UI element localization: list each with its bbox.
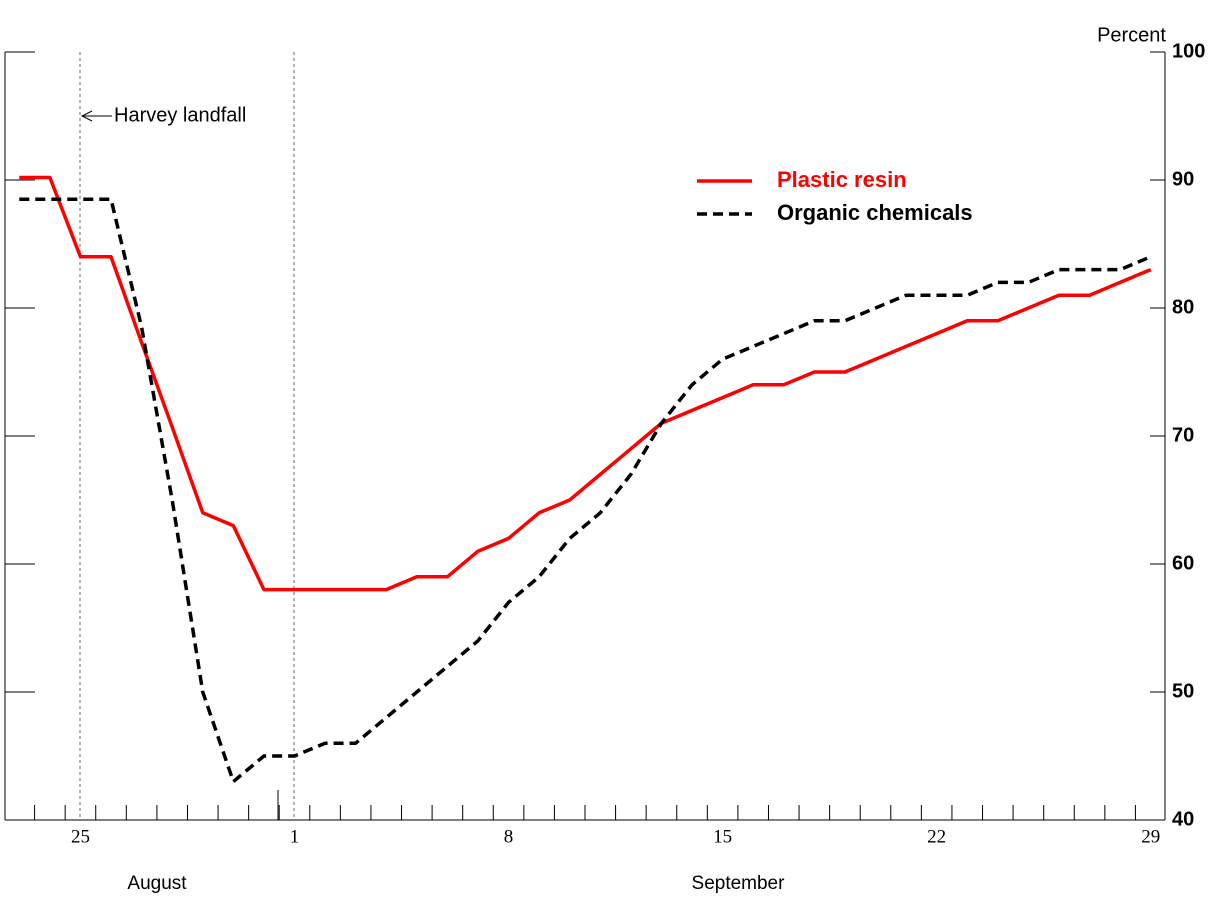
- y-tick-label: 70: [1172, 424, 1194, 446]
- y-tick-label: 40: [1172, 808, 1194, 830]
- y-tick-label: 60: [1172, 552, 1194, 574]
- month-label: August: [127, 873, 187, 894]
- annotation: Harvey landfall: [114, 104, 246, 126]
- legend-label: Organic chemicals: [777, 200, 973, 225]
- x-tick-label: 29: [1141, 826, 1160, 847]
- x-tick-label: 1: [290, 826, 300, 847]
- legend-label: Plastic resin: [777, 167, 907, 192]
- x-tick-label: 8: [504, 826, 514, 847]
- x-tick-label: 25: [71, 826, 90, 847]
- x-tick-label: 15: [713, 826, 732, 847]
- y-tick-label: 50: [1172, 680, 1194, 702]
- series-line: [19, 175, 1152, 592]
- y-tick-label: 80: [1172, 296, 1194, 318]
- x-tick-label: 22: [927, 826, 946, 847]
- month-label: September: [692, 873, 786, 894]
- series-line: [19, 197, 1152, 784]
- y-tick-label: 100: [1172, 40, 1205, 62]
- y-tick-label: 90: [1172, 168, 1194, 190]
- annotation-arrowhead: [80, 110, 93, 122]
- y-axis-label: Percent: [1097, 24, 1166, 46]
